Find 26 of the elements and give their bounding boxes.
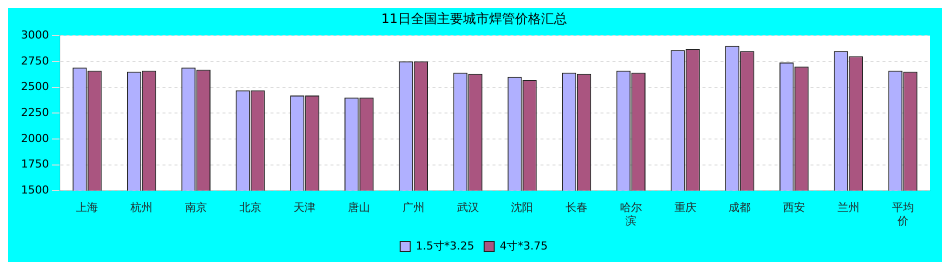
legend-label: 1.5寸*3.25 xyxy=(416,239,474,252)
x-tick-label: 南京 xyxy=(184,201,207,214)
x-tick-label: 沈阳 xyxy=(511,201,534,214)
chart-title: 11日全国主要城市焊管价格汇总 xyxy=(381,11,567,28)
x-tick-label: 杭州 xyxy=(130,201,153,214)
x-tick-label: 重庆 xyxy=(674,201,696,214)
x-tick-label: 哈尔滨 xyxy=(620,201,642,228)
x-tick-label: 平均价 xyxy=(892,201,914,228)
y-tick-label: 2500 xyxy=(20,80,49,94)
y-tick-label: 1500 xyxy=(20,183,49,196)
x-tick-label: 武汉 xyxy=(456,201,479,214)
x-tick-label: 广州 xyxy=(402,201,424,214)
x-tick-label: 西安 xyxy=(783,201,806,214)
y-tick-label: 2750 xyxy=(20,54,49,68)
x-tick-label: 上海 xyxy=(76,201,98,214)
y-tick-label: 2000 xyxy=(20,132,49,145)
x-tick-label: 天津 xyxy=(294,201,316,214)
x-tick-label: 成都 xyxy=(728,201,751,214)
x-tick-label: 长春 xyxy=(566,201,588,214)
x-tick-label: 唐山 xyxy=(348,201,370,214)
y-tick-label: 1750 xyxy=(20,158,49,171)
y-tick-label: 3000 xyxy=(20,28,49,42)
x-tick-label: 北京 xyxy=(239,201,262,214)
x-tick-label: 兰州 xyxy=(837,201,860,214)
legend-label: 4寸*3.75 xyxy=(500,239,548,252)
y-tick-label: 2250 xyxy=(20,106,49,119)
